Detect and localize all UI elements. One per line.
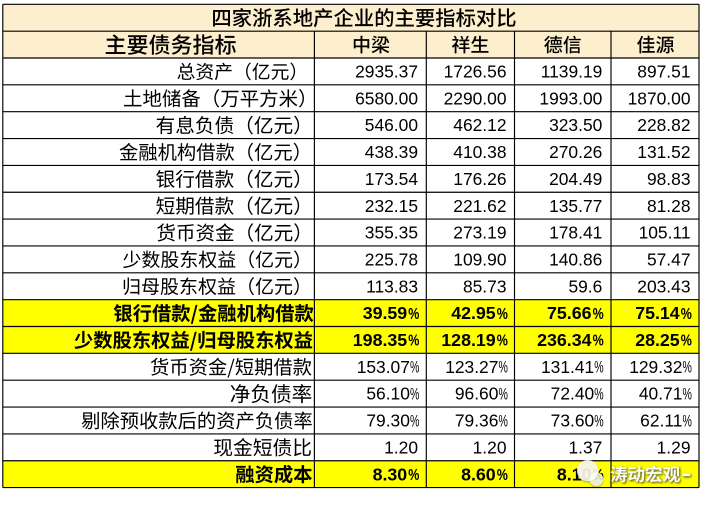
svg-text:79.30: 79.30	[366, 411, 410, 431]
svg-text:129.32: 129.32	[629, 357, 682, 377]
svg-text:6580.00: 6580.00	[355, 88, 418, 108]
svg-text:%: %	[594, 385, 603, 403]
svg-text:%: %	[408, 306, 419, 324]
svg-text:1870.00: 1870.00	[628, 88, 691, 108]
svg-text:105.11: 105.11	[639, 223, 691, 243]
svg-text:410.38: 410.38	[453, 142, 506, 162]
svg-text:81.28: 81.28	[647, 196, 691, 216]
svg-text:96.60: 96.60	[455, 384, 499, 404]
svg-text:79.36: 79.36	[455, 411, 499, 431]
svg-text:1.37: 1.37	[568, 437, 602, 457]
svg-text:%: %	[498, 358, 507, 376]
svg-text:109.90: 109.90	[453, 249, 506, 269]
svg-text:62.11: 62.11	[640, 411, 682, 431]
svg-text:%: %	[682, 385, 691, 403]
svg-text:131.41: 131.41	[541, 357, 594, 377]
svg-text:1726.56: 1726.56	[444, 62, 507, 82]
svg-text:%: %	[682, 358, 691, 376]
svg-text:%: %	[497, 467, 508, 485]
svg-text:546.00: 546.00	[365, 115, 418, 135]
svg-text:355.35: 355.35	[365, 223, 418, 243]
svg-text:323.50: 323.50	[549, 115, 602, 135]
svg-text:123.27: 123.27	[445, 357, 498, 377]
svg-text:1.20: 1.20	[384, 437, 418, 457]
svg-text:228.82: 228.82	[637, 115, 690, 135]
svg-text:%: %	[408, 332, 419, 350]
svg-text:1.20: 1.20	[473, 437, 507, 457]
svg-text:176.26: 176.26	[453, 169, 506, 189]
svg-text:72.40: 72.40	[551, 384, 595, 404]
svg-text:59.6: 59.6	[568, 276, 602, 296]
svg-text:%: %	[682, 412, 691, 430]
svg-text:173.54: 173.54	[365, 169, 419, 189]
svg-text:113.83: 113.83	[366, 276, 418, 296]
svg-text:75.14: 75.14	[635, 303, 680, 323]
svg-text:2935.37: 2935.37	[355, 62, 418, 82]
svg-text:270.26: 270.26	[549, 142, 602, 162]
svg-text:225.78: 225.78	[365, 249, 418, 269]
svg-text:462.12: 462.12	[453, 115, 506, 135]
svg-text:131.52: 131.52	[637, 142, 690, 162]
svg-text:%: %	[594, 412, 603, 430]
svg-text:128.19: 128.19	[441, 330, 495, 350]
svg-text:%: %	[594, 358, 603, 376]
svg-text:203.43: 203.43	[637, 276, 690, 296]
svg-text:98.83: 98.83	[647, 169, 691, 189]
svg-text:232.15: 232.15	[365, 196, 418, 216]
svg-text:75.66: 75.66	[547, 303, 592, 323]
svg-text:%: %	[410, 358, 419, 376]
svg-text:40.71: 40.71	[639, 384, 683, 404]
svg-text:%: %	[408, 467, 419, 485]
svg-text:1.29: 1.29	[657, 437, 691, 457]
svg-text:2290.00: 2290.00	[444, 88, 507, 108]
svg-text:%: %	[497, 332, 508, 350]
svg-text:42.95: 42.95	[451, 303, 496, 323]
svg-text:57.47: 57.47	[647, 249, 691, 269]
svg-text:56.10: 56.10	[366, 384, 410, 404]
svg-text:221.62: 221.62	[453, 196, 506, 216]
svg-text:85.73: 85.73	[463, 276, 507, 296]
svg-text:%: %	[410, 385, 419, 403]
svg-text:39.59: 39.59	[363, 303, 408, 323]
svg-text:204.49: 204.49	[549, 169, 602, 189]
svg-text:73.60: 73.60	[551, 411, 595, 431]
svg-text:%: %	[593, 306, 604, 324]
svg-text:8.30: 8.30	[373, 464, 408, 484]
svg-text:897.51: 897.51	[637, 62, 690, 82]
svg-text:236.34: 236.34	[537, 330, 591, 350]
svg-text:1993.00: 1993.00	[539, 88, 602, 108]
svg-text:%: %	[593, 332, 604, 350]
svg-text:%: %	[681, 332, 692, 350]
svg-text:28.25: 28.25	[635, 330, 680, 350]
svg-text:1139.19: 1139.19	[541, 62, 603, 82]
svg-text:140.86: 140.86	[549, 249, 602, 269]
svg-text:8.60: 8.60	[461, 464, 496, 484]
svg-text:%: %	[497, 306, 508, 324]
svg-text:%: %	[410, 412, 419, 430]
svg-text:%: %	[498, 412, 507, 430]
svg-text:%: %	[498, 385, 507, 403]
svg-text:438.39: 438.39	[365, 142, 418, 162]
svg-text:198.35: 198.35	[353, 330, 407, 350]
svg-text:135.77: 135.77	[549, 196, 602, 216]
svg-text:153.07: 153.07	[357, 357, 410, 377]
svg-text:273.19: 273.19	[453, 223, 506, 243]
svg-text:178.41: 178.41	[549, 223, 602, 243]
svg-text:%: %	[681, 306, 692, 324]
